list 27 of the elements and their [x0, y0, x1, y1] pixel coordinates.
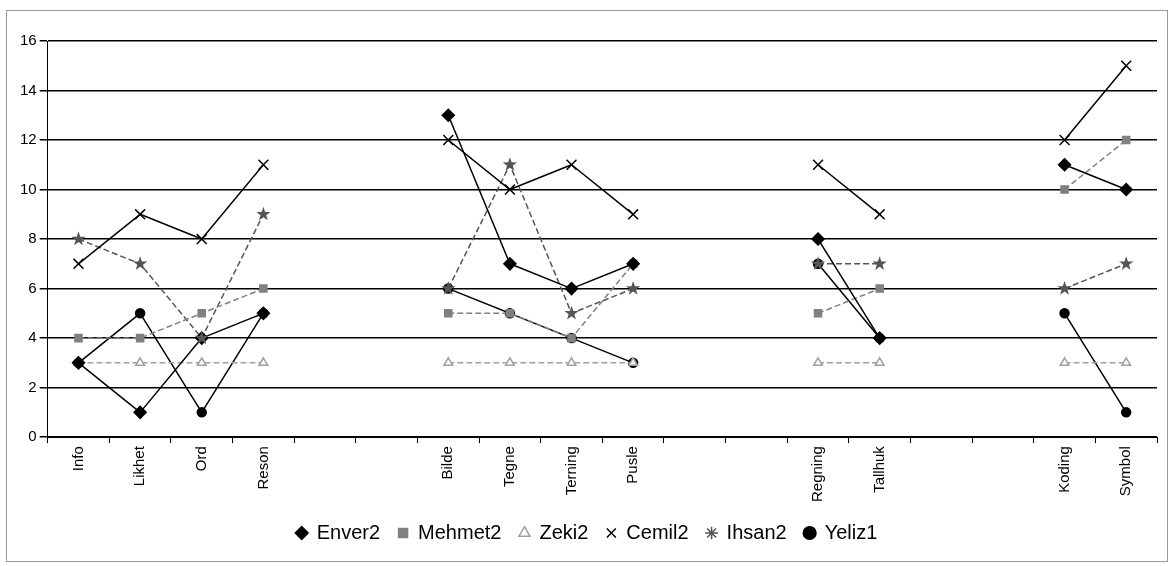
x-tick-label: Reson — [253, 446, 271, 490]
legend-label: Ihsan2 — [726, 520, 787, 543]
y-tick-label: 16 — [20, 31, 37, 49]
legend-label: Mehmet2 — [418, 520, 502, 543]
y-tick-label: 8 — [28, 229, 37, 247]
x-tick-label: Bilde — [438, 446, 456, 480]
legend-label: Yeliz1 — [824, 520, 878, 543]
x-tick-label: Koding — [1054, 446, 1072, 493]
x-tick-label: Tallhuk — [869, 445, 887, 493]
x-tick-label: Ord — [191, 446, 209, 472]
x-tick-label: Tegne — [500, 446, 518, 487]
x-tick-label: Terning — [561, 446, 579, 496]
x-tick-label: Likhet — [130, 445, 148, 487]
y-tick-label: 14 — [20, 80, 37, 98]
y-tick-label: 10 — [20, 179, 37, 197]
y-tick-label: 12 — [20, 130, 37, 148]
x-tick-label: Regning — [808, 446, 826, 503]
x-tick-label: Info — [68, 446, 86, 472]
x-tick-label: Symbol — [1116, 446, 1134, 497]
y-tick-label: 4 — [28, 328, 37, 346]
legend-label: Enver2 — [316, 520, 381, 543]
legend-label: Cemil2 — [626, 520, 689, 543]
y-tick-label: 2 — [28, 377, 37, 395]
y-tick-label: 0 — [28, 427, 37, 445]
x-tick-label: Pusle — [623, 446, 641, 484]
legend-label: Zeki2 — [539, 520, 589, 543]
y-tick-label: 6 — [28, 278, 37, 296]
